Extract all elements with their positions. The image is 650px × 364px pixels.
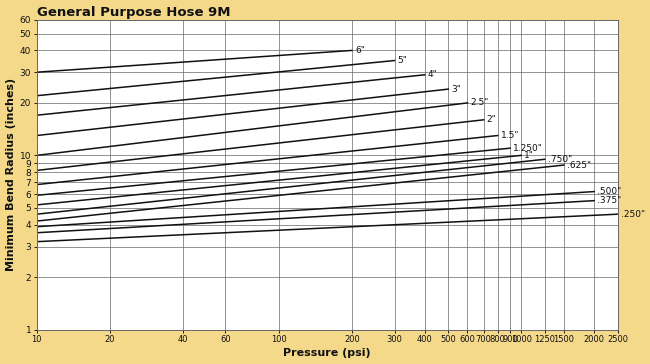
Text: 3": 3" [451, 84, 462, 94]
Text: 5": 5" [398, 56, 408, 65]
Text: General Purpose Hose 9M: General Purpose Hose 9M [37, 5, 230, 19]
Text: .750": .750" [548, 155, 572, 164]
Y-axis label: Minimum Bend Radius (inches): Minimum Bend Radius (inches) [6, 78, 16, 271]
Text: .250": .250" [621, 210, 645, 219]
Text: 2": 2" [487, 115, 497, 124]
Text: 1": 1" [525, 151, 534, 160]
X-axis label: Pressure (psi): Pressure (psi) [283, 348, 371, 359]
Text: 1.250": 1.250" [514, 144, 543, 153]
Text: .375": .375" [597, 196, 621, 205]
Text: .500": .500" [597, 187, 621, 196]
Text: 4": 4" [428, 70, 437, 79]
Text: .625": .625" [567, 161, 591, 170]
Text: 2.5": 2.5" [471, 98, 489, 107]
Text: 6": 6" [355, 46, 365, 55]
Text: 1.5": 1.5" [501, 131, 519, 140]
